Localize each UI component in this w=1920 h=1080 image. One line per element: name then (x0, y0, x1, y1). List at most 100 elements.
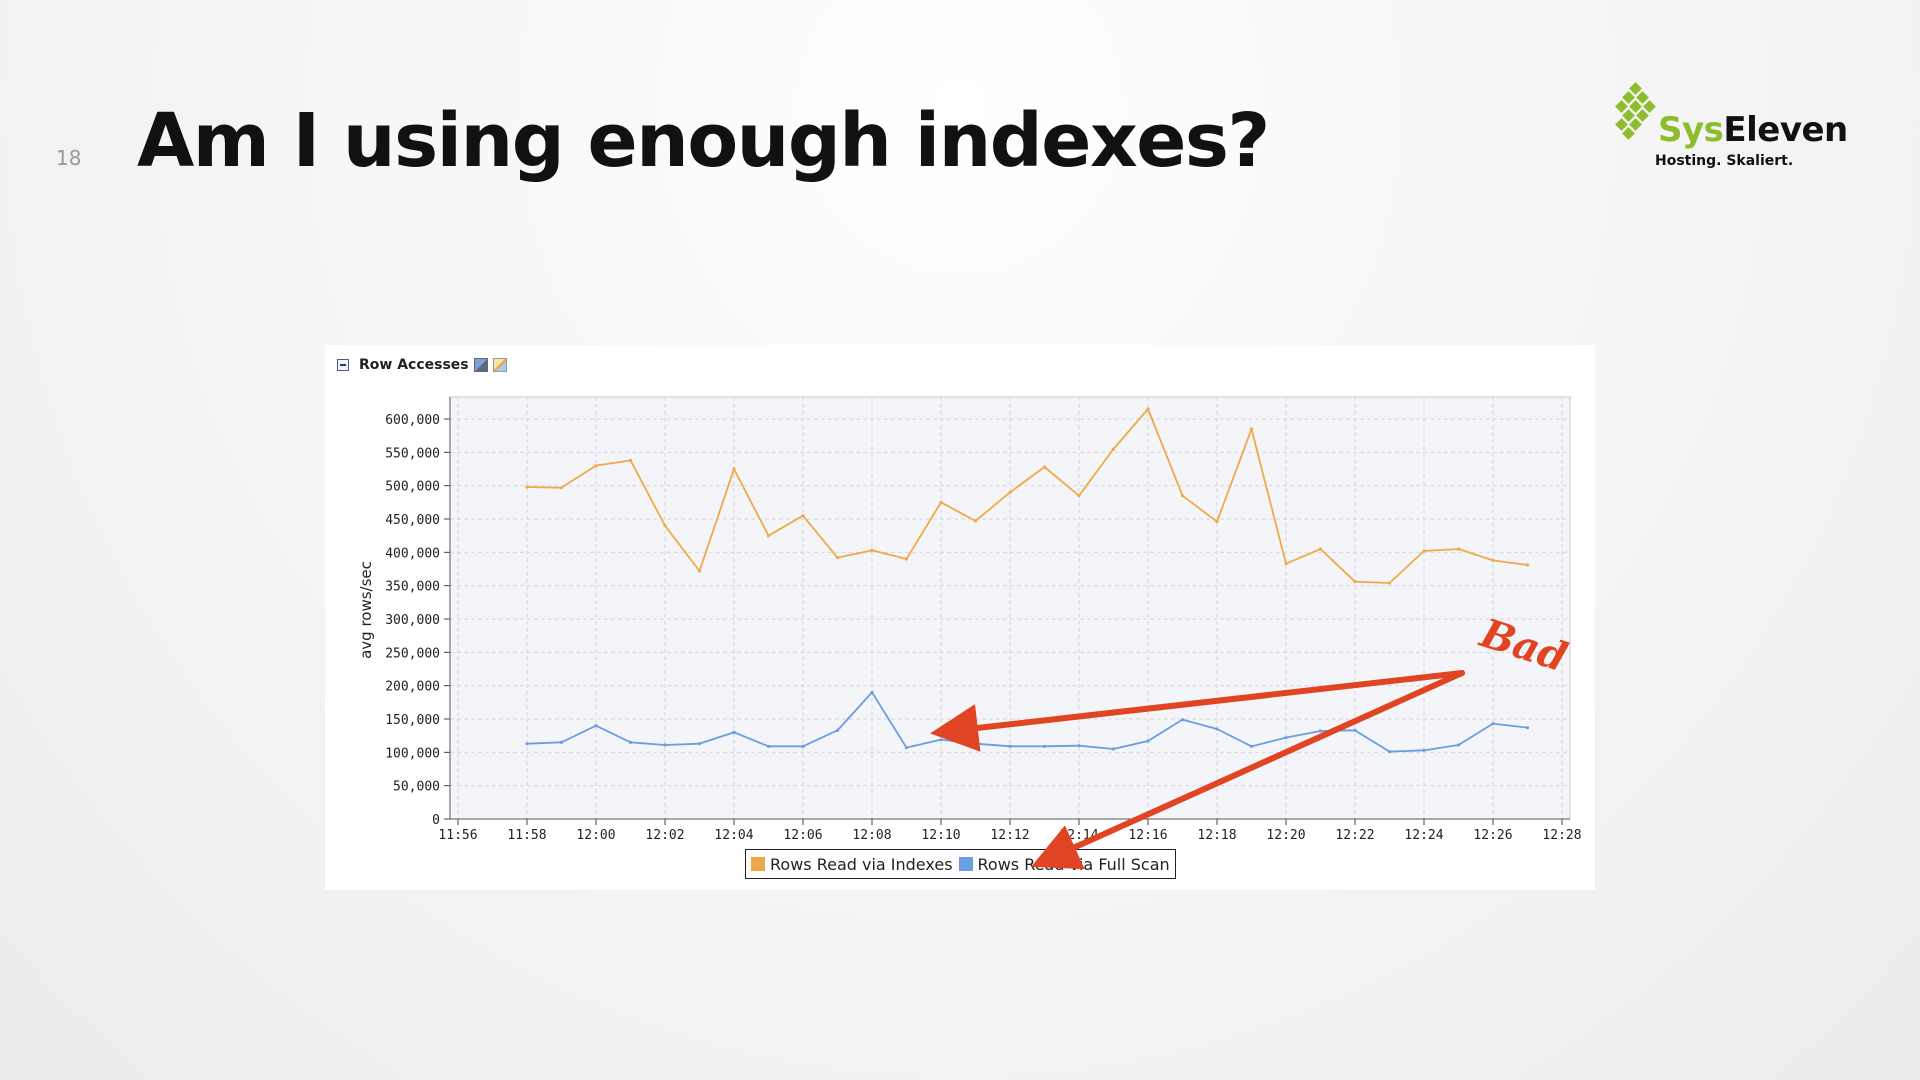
data-point (732, 730, 736, 734)
data-point (1491, 722, 1495, 726)
data-point (663, 743, 667, 747)
data-point (697, 569, 702, 573)
logo-name-eleven: Eleven (1723, 110, 1848, 150)
data-point (801, 514, 805, 518)
y-tick-label: 450,000 (385, 513, 440, 528)
data-point (1180, 494, 1185, 498)
legend-swatch-full-scan (958, 857, 973, 871)
x-tick-label: 12:18 (1197, 828, 1236, 843)
y-tick-label: 0 (432, 813, 440, 828)
panel-header: Row Accesses (337, 355, 507, 375)
data-point (1387, 581, 1392, 585)
legend-swatch-indexes (751, 857, 765, 871)
data-point (1456, 547, 1461, 551)
data-point (870, 548, 874, 552)
data-point (766, 744, 771, 748)
data-point (766, 534, 771, 538)
data-point (939, 738, 943, 742)
data-point (1111, 447, 1116, 451)
slide-number: 18 (56, 146, 82, 170)
x-tick-label: 12:06 (783, 828, 822, 843)
legend-item-indexes: Rows Read via Indexes (751, 855, 953, 874)
data-point (1146, 407, 1150, 411)
data-point (870, 690, 874, 694)
data-point (525, 742, 529, 746)
x-tick-label: 12:00 (576, 828, 615, 843)
data-point (1284, 736, 1288, 740)
y-tick-label: 200,000 (385, 680, 440, 695)
data-point (1042, 465, 1047, 469)
panel-title: Row Accesses (359, 357, 469, 373)
y-axis-label: avg rows/sec (357, 561, 375, 659)
y-tick-label: 400,000 (385, 546, 440, 561)
data-point (1525, 726, 1530, 730)
x-tick-label: 12:04 (714, 828, 753, 843)
y-tick-label: 150,000 (385, 713, 440, 728)
x-tick-label: 12:10 (921, 828, 960, 843)
data-point (835, 556, 840, 560)
y-tick-label: 550,000 (385, 446, 440, 461)
data-point (559, 486, 564, 490)
data-point (904, 557, 909, 561)
x-tick-label: 12:02 (645, 828, 684, 843)
data-point (525, 485, 529, 489)
x-tick-label: 12:22 (1335, 828, 1374, 843)
data-point (663, 524, 667, 528)
data-point (559, 740, 564, 744)
y-tick-label: 350,000 (385, 580, 440, 595)
y-tick-label: 500,000 (385, 480, 440, 495)
x-tick-label: 12:24 (1404, 828, 1443, 843)
data-point (1077, 494, 1081, 498)
data-point (1353, 728, 1357, 732)
data-point (1042, 744, 1047, 748)
data-point (697, 742, 702, 746)
people-icon[interactable] (473, 358, 488, 372)
syseleven-logo: SysEleven Hosting. Skaliert. (1610, 80, 1848, 175)
data-point (973, 519, 978, 523)
data-point (1215, 727, 1219, 731)
chart-icon[interactable] (492, 358, 507, 372)
data-point (1318, 729, 1323, 733)
collapse-icon[interactable] (337, 359, 349, 371)
chart-legend: Rows Read via Indexes Rows Read via Full… (745, 849, 1176, 879)
data-point (1146, 739, 1150, 743)
data-point (801, 744, 805, 748)
logo-name-sys: Sys (1658, 110, 1724, 150)
legend-label-full-scan: Rows Read via Full Scan (977, 854, 1170, 874)
logo-wordmark: SysEleven (1658, 110, 1848, 150)
x-tick-label: 12:20 (1266, 828, 1305, 843)
x-tick-label: 11:56 (438, 828, 477, 843)
y-tick-label: 250,000 (385, 646, 440, 661)
data-point (973, 742, 978, 746)
x-tick-label: 12:14 (1059, 828, 1098, 843)
data-point (1387, 750, 1392, 754)
x-tick-label: 12:28 (1542, 828, 1581, 843)
data-point (732, 467, 736, 471)
data-point (939, 500, 943, 504)
axes: 0 50,000 100,000 150,000 200,000 250,000 300,0… (385, 397, 1582, 843)
data-point (1249, 744, 1254, 748)
x-tick-label: 12:12 (990, 828, 1029, 843)
slide-title: Am I using enough indexes? (137, 98, 1270, 184)
data-point (1422, 748, 1426, 752)
logo-tagline: Hosting. Skaliert. (1655, 153, 1794, 169)
data-point (1422, 549, 1426, 553)
data-point (1180, 718, 1185, 722)
data-point (1111, 747, 1116, 751)
data-point (1249, 427, 1254, 431)
legend-label-indexes: Rows Read via Indexes (770, 854, 953, 874)
data-point (628, 740, 633, 744)
x-tick-label: 12:16 (1128, 828, 1167, 843)
series-line-0 (526, 408, 1528, 584)
row-accesses-chart: 0 50,000 100,000 150,000 200,000 250,000 300,0… (357, 396, 1582, 843)
diamond-grid-icon (1615, 82, 1656, 140)
data-point (1284, 562, 1288, 566)
data-point (1456, 743, 1461, 747)
data-point (835, 728, 840, 732)
y-tick-label: 600,000 (385, 413, 440, 428)
x-tick-label: 12:08 (852, 828, 891, 843)
data-point (594, 464, 598, 468)
data-point (1077, 744, 1081, 748)
y-tick-label: 300,000 (385, 613, 440, 628)
data-point (628, 458, 633, 462)
